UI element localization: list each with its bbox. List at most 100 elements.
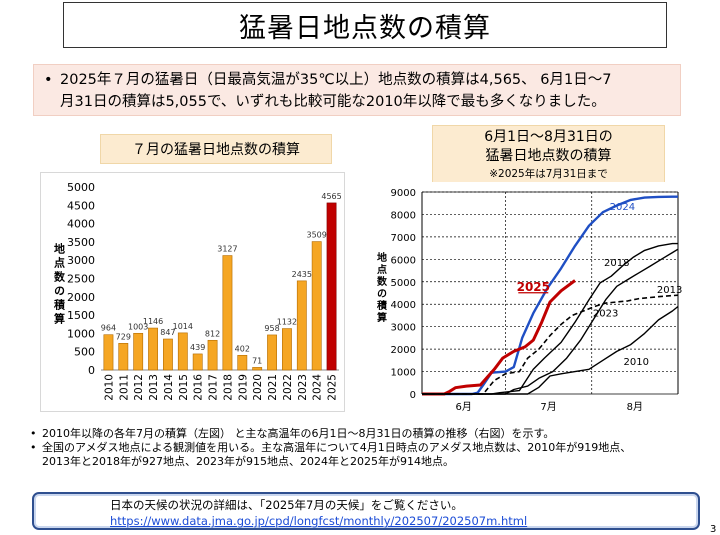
data-label: 71 bbox=[252, 356, 262, 365]
data-label: 847 bbox=[160, 328, 175, 337]
x-tick-label: 2014 bbox=[163, 374, 175, 401]
data-label: 964 bbox=[101, 324, 116, 333]
data-label: 1132 bbox=[277, 318, 297, 327]
bar bbox=[133, 332, 144, 371]
summary-bullet: • bbox=[44, 72, 53, 88]
series-line-2010 bbox=[422, 305, 679, 395]
x-tick-label: 2013 bbox=[148, 374, 160, 401]
right-chart-note: ※2025年は7月31日まで bbox=[489, 168, 608, 180]
bar-chart: 0 500 1000 1500 2000 2500 3000 3500 4000 4500 5000… bbox=[53, 181, 342, 401]
bar bbox=[192, 353, 203, 371]
data-label: 2435 bbox=[292, 270, 312, 279]
x-tick-label: 8月 bbox=[627, 401, 643, 413]
footnote-text: 2010年以降の各年7月の積算（左図） と主な高温年の6月1日～8月31日の積算… bbox=[42, 427, 555, 440]
data-label: 3127 bbox=[217, 245, 237, 254]
summary-line-2: 月31日の積算は5,055で、いずれも比較可能な2010年以降で最も多くなりまし… bbox=[60, 94, 606, 110]
y-tick-label: 0 bbox=[410, 390, 416, 401]
x-tick-label: 2020 bbox=[252, 374, 264, 401]
series-line-2018 bbox=[422, 242, 678, 395]
data-label: 1003 bbox=[128, 322, 148, 331]
data-label: 4565 bbox=[321, 192, 341, 201]
x-tick-label: 2024 bbox=[312, 374, 324, 401]
footnote-text: 全国のアメダス地点による観測値を用いる。主な高温年について4月1日時点のアメダス… bbox=[42, 441, 632, 454]
x-tick-label: 7月 bbox=[540, 401, 556, 413]
data-label: 812 bbox=[205, 329, 220, 338]
series-line-2013 bbox=[422, 294, 679, 395]
data-label: 1014 bbox=[173, 322, 193, 331]
x-tick-label: 2012 bbox=[133, 374, 145, 401]
x-tick-label: 2011 bbox=[118, 374, 130, 401]
y-tick-label: 1000 bbox=[67, 327, 95, 340]
y-tick-label: 3500 bbox=[67, 236, 95, 249]
series-line-2025 bbox=[422, 279, 576, 396]
right-chart-title: 6月1日～8月31日の 猛暑日地点数の積算 ※2025年は7月31日まで bbox=[432, 125, 665, 183]
y-tick-label: 2000 bbox=[391, 345, 416, 356]
bar bbox=[296, 280, 307, 371]
y-axis-label: 地点数の積算 bbox=[375, 251, 388, 324]
y-tick-label: 3000 bbox=[391, 323, 416, 334]
footnote-bullet: • bbox=[30, 441, 37, 454]
bar bbox=[148, 327, 158, 371]
series-label: 2025 bbox=[517, 280, 550, 294]
y-tick-label: 1000 bbox=[391, 368, 416, 379]
x-tick-label: 2015 bbox=[178, 374, 190, 401]
bar bbox=[207, 339, 218, 371]
x-tick-label: 2016 bbox=[193, 374, 205, 401]
series-label: 2023 bbox=[593, 309, 618, 320]
y-tick-label: 2500 bbox=[67, 273, 95, 286]
y-tick-label: 3000 bbox=[67, 254, 95, 267]
page-number: 3 bbox=[710, 524, 717, 535]
y-tick-label: 4500 bbox=[67, 199, 95, 212]
y-tick-label: 2000 bbox=[67, 291, 95, 304]
data-label: 729 bbox=[116, 332, 131, 341]
summary-text: 2025年７月の猛暑日（日最高気温が35℃以上）地点数の積算は4,565、 6月… bbox=[44, 69, 670, 113]
x-tick-label: 2025 bbox=[327, 374, 339, 401]
left-chart-title: ７月の猛暑日地点数の積算 bbox=[100, 134, 332, 164]
bar bbox=[103, 334, 114, 371]
series-label: 2018 bbox=[604, 258, 629, 269]
data-label: 402 bbox=[235, 344, 250, 353]
line-chart-frame: 0 1000 2000 3000 4000 5000 6000 7000 8000 9000 6月 7… bbox=[370, 182, 682, 420]
footnote-text: 2013年と2018年が927地点、2023年が915地点、2024年と2025… bbox=[42, 455, 454, 468]
y-axis-label: 地点数の積算 bbox=[53, 242, 67, 327]
right-chart-title-line-1: 6月1日～8月31日の bbox=[484, 129, 613, 145]
x-tick-label: 2019 bbox=[237, 374, 249, 401]
y-tick-label: 4000 bbox=[67, 218, 95, 231]
line-chart: 0 1000 2000 3000 4000 5000 6000 7000 8000 9000 6月 7… bbox=[375, 188, 683, 413]
data-label: 958 bbox=[264, 324, 279, 333]
footnote-2: • 全国のアメダス地点による観測値を用いる。主な高温年について4月1日時点のアメ… bbox=[30, 441, 700, 455]
series-line-2024 bbox=[422, 195, 678, 396]
y-tick-label: 4000 bbox=[391, 300, 416, 311]
series-label: 2013 bbox=[657, 285, 682, 296]
summary-box: • 2025年７月の猛暑日（日最高気温が35℃以上）地点数の積算は4,565、 … bbox=[33, 64, 681, 116]
x-tick-label: 2010 bbox=[103, 374, 115, 401]
y-tick-label: 5000 bbox=[67, 181, 95, 194]
bar bbox=[311, 241, 322, 371]
footnote-1: • 2010年以降の各年7月の積算（左図） と主な高温年の6月1日～8月31日の… bbox=[30, 427, 700, 441]
link-box-text: 日本の天候の状況の詳細は、「2025年7月の天候」をご覧ください。 bbox=[110, 498, 463, 512]
x-tick-label: 6月 bbox=[456, 401, 472, 413]
summary-line-1: 2025年７月の猛暑日（日最高気温が35℃以上）地点数の積算は4,565、 6月… bbox=[60, 72, 612, 88]
series-label: 2024 bbox=[610, 202, 635, 213]
data-label: 3509 bbox=[307, 231, 327, 240]
footnote-3: 2013年と2018年が927地点、2023年が915地点、2024年と2025… bbox=[30, 455, 700, 469]
page-title: 猛暑日地点数の積算 bbox=[63, 2, 667, 48]
x-tick-label: 2017 bbox=[208, 374, 220, 401]
y-tick-label: 7000 bbox=[391, 233, 416, 244]
data-label: 439 bbox=[190, 343, 205, 352]
detail-link[interactable]: https://www.data.jma.go.jp/cpd/longfcst/… bbox=[110, 514, 528, 528]
series-label: 2010 bbox=[624, 357, 649, 368]
bar bbox=[237, 354, 248, 371]
bar bbox=[118, 343, 129, 371]
y-tick-label: 5000 bbox=[391, 278, 416, 289]
bar bbox=[282, 328, 292, 371]
footnote-bullet: • bbox=[30, 427, 37, 440]
y-tick-label: 500 bbox=[74, 346, 95, 359]
x-tick-label: 2022 bbox=[282, 374, 294, 401]
x-tick-label: 2018 bbox=[222, 374, 234, 401]
bar bbox=[326, 202, 337, 371]
x-tick-label: 2023 bbox=[297, 374, 309, 401]
bar-chart-frame: 0 500 1000 1500 2000 2500 3000 3500 4000 4500 5000… bbox=[40, 172, 345, 412]
bar bbox=[177, 332, 188, 371]
y-tick-label: 6000 bbox=[391, 255, 416, 266]
